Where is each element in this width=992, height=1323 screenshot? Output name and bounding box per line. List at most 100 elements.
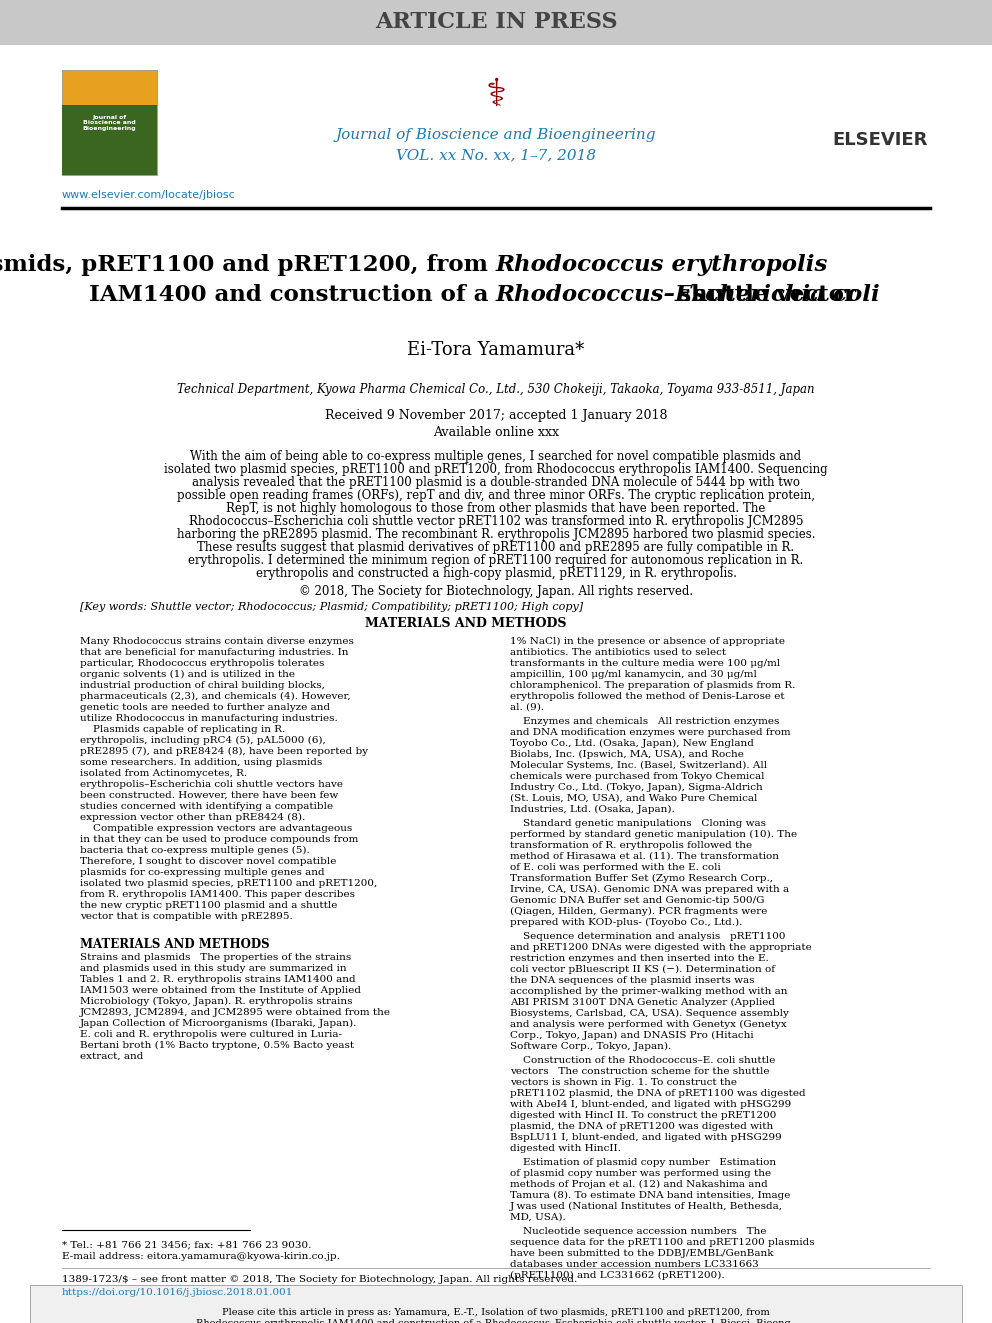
- Text: Sequence determination and analysis   pRET1100: Sequence determination and analysis pRET…: [510, 931, 786, 941]
- Text: shuttle vector: shuttle vector: [670, 284, 856, 306]
- Text: Ei-Tora Yamamura*: Ei-Tora Yamamura*: [408, 341, 584, 359]
- Text: (pRET1100) and LC331662 (pRET1200).: (pRET1100) and LC331662 (pRET1200).: [510, 1271, 724, 1281]
- Text: extract, and: extract, and: [80, 1052, 144, 1061]
- Text: been constructed. However, there have been few: been constructed. However, there have be…: [80, 791, 338, 800]
- Bar: [30, 1285, 962, 1323]
- Text: Bertani broth (1% Bacto tryptone, 0.5% Bacto yeast: Bertani broth (1% Bacto tryptone, 0.5% B…: [80, 1041, 354, 1050]
- Text: ⚕: ⚕: [485, 75, 507, 114]
- Text: and analysis were performed with Genetyx (Genetyx: and analysis were performed with Genetyx…: [510, 1020, 787, 1029]
- FancyBboxPatch shape: [62, 70, 157, 175]
- Text: particular, Rhodococcus erythropolis tolerates: particular, Rhodococcus erythropolis tol…: [80, 659, 324, 668]
- Text: and DNA modification enzymes were purchased from: and DNA modification enzymes were purcha…: [510, 728, 791, 737]
- Text: in that they can be used to produce compounds from: in that they can be used to produce comp…: [80, 835, 358, 844]
- Text: transformation of R. erythropolis followed the: transformation of R. erythropolis follow…: [510, 841, 752, 849]
- Text: Received 9 November 2017; accepted 1 January 2018: Received 9 November 2017; accepted 1 Jan…: [324, 409, 668, 422]
- Text: Industries, Ltd. (Osaka, Japan).: Industries, Ltd. (Osaka, Japan).: [510, 804, 675, 814]
- Text: [Key words: Shuttle vector; Rhodococcus; Plasmid; Compatibility; pRET1100; High : [Key words: Shuttle vector; Rhodococcus;…: [80, 602, 583, 613]
- Text: databases under accession numbers LC331663: databases under accession numbers LC3316…: [510, 1259, 759, 1269]
- Text: restriction enzymes and then inserted into the E.: restriction enzymes and then inserted in…: [510, 954, 769, 963]
- Text: Transformation Buffer Set (Zymo Research Corp.,: Transformation Buffer Set (Zymo Research…: [510, 875, 773, 884]
- Text: Compatible expression vectors are advantageous: Compatible expression vectors are advant…: [80, 824, 352, 833]
- Text: Irvine, CA, USA). Genomic DNA was prepared with a: Irvine, CA, USA). Genomic DNA was prepar…: [510, 885, 789, 894]
- Text: vectors is shown in Fig. 1. To construct the: vectors is shown in Fig. 1. To construct…: [510, 1078, 737, 1088]
- Text: IAM1400 and construction of a: IAM1400 and construction of a: [88, 284, 496, 306]
- Text: pRE2895 (7), and pRE8424 (8), have been reported by: pRE2895 (7), and pRE8424 (8), have been …: [80, 747, 368, 757]
- Text: * Tel.: +81 766 21 3456; fax: +81 766 23 9030.: * Tel.: +81 766 21 3456; fax: +81 766 23…: [62, 1240, 311, 1249]
- Text: 1389-1723/$ – see front matter © 2018, The Society for Biotechnology, Japan. All: 1389-1723/$ – see front matter © 2018, T…: [62, 1275, 577, 1285]
- Text: Japan Collection of Microorganisms (Ibaraki, Japan).: Japan Collection of Microorganisms (Ibar…: [80, 1019, 357, 1028]
- Text: of plasmid copy number was performed using the: of plasmid copy number was performed usi…: [510, 1170, 771, 1177]
- Text: methods of Projan et al. (12) and Nakashima and: methods of Projan et al. (12) and Nakash…: [510, 1180, 768, 1189]
- Text: erythropolis and constructed a high-copy plasmid, pRET1129, in R. erythropolis.: erythropolis and constructed a high-copy…: [256, 568, 736, 579]
- Text: that are beneficial for manufacturing industries. In: that are beneficial for manufacturing in…: [80, 648, 348, 658]
- Text: MATERIALS AND METHODS: MATERIALS AND METHODS: [80, 938, 270, 951]
- Text: Rhodococcus erythropolis IAM1400 and construction of a Rhodococcus–Escherichia c: Rhodococcus erythropolis IAM1400 and con…: [195, 1319, 797, 1323]
- Text: Journal of
Bioscience and
Bioengineering: Journal of Bioscience and Bioengineering: [82, 115, 136, 131]
- Text: 1% NaCl) in the presence or absence of appropriate: 1% NaCl) in the presence or absence of a…: [510, 636, 785, 646]
- Text: transformants in the culture media were 100 μg/ml: transformants in the culture media were …: [510, 659, 781, 668]
- Text: Isolation of two plasmids, pRET1100 and pRET1200, from: Isolation of two plasmids, pRET1100 and …: [0, 254, 496, 277]
- Text: IAM1503 were obtained from the Institute of Applied: IAM1503 were obtained from the Institute…: [80, 986, 361, 995]
- Text: utilize Rhodococcus in manufacturing industries.: utilize Rhodococcus in manufacturing ind…: [80, 714, 337, 722]
- Text: Rhodococcus erythropolis: Rhodococcus erythropolis: [496, 254, 828, 277]
- Text: of E. coli was performed with the E. coli: of E. coli was performed with the E. col…: [510, 863, 721, 872]
- Text: Strains and plasmids   The properties of the strains: Strains and plasmids The properties of t…: [80, 953, 351, 962]
- Text: the DNA sequences of the plasmid inserts was: the DNA sequences of the plasmid inserts…: [510, 976, 755, 986]
- Text: JCM2893, JCM2894, and JCM2895 were obtained from the: JCM2893, JCM2894, and JCM2895 were obtai…: [80, 1008, 391, 1017]
- Text: vectors   The construction scheme for the shuttle: vectors The construction scheme for the …: [510, 1068, 770, 1076]
- Text: erythropolis–Escherichia coli shuttle vectors have: erythropolis–Escherichia coli shuttle ve…: [80, 781, 343, 789]
- Text: Nucleotide sequence accession numbers   The: Nucleotide sequence accession numbers Th…: [510, 1226, 767, 1236]
- Text: from R. erythropolis IAM1400. This paper describes: from R. erythropolis IAM1400. This paper…: [80, 890, 355, 900]
- Text: (Qiagen, Hilden, Germany). PCR fragments were: (Qiagen, Hilden, Germany). PCR fragments…: [510, 908, 768, 916]
- Text: have been submitted to the DDBJ/EMBL/GenBank: have been submitted to the DDBJ/EMBL/Gen…: [510, 1249, 774, 1258]
- Text: studies concerned with identifying a compatible: studies concerned with identifying a com…: [80, 802, 333, 811]
- Text: erythropolis. I determined the minimum region of pRET1100 required for autonomou: erythropolis. I determined the minimum r…: [188, 554, 804, 568]
- Text: Available online xxx: Available online xxx: [433, 426, 559, 438]
- Text: VOL. xx No. xx, 1–7, 2018: VOL. xx No. xx, 1–7, 2018: [396, 148, 596, 161]
- Text: Software Corp., Tokyo, Japan).: Software Corp., Tokyo, Japan).: [510, 1043, 672, 1052]
- Text: Biolabs, Inc. (Ipswich, MA, USA), and Roche: Biolabs, Inc. (Ipswich, MA, USA), and Ro…: [510, 750, 744, 759]
- Text: Plasmids capable of replicating in R.: Plasmids capable of replicating in R.: [80, 725, 286, 734]
- Text: isolated two plasmid species, pRET1100 and pRET1200, from Rhodococcus erythropol: isolated two plasmid species, pRET1100 a…: [165, 463, 827, 476]
- Bar: [0, 0, 992, 45]
- Text: and plasmids used in this study are summarized in: and plasmids used in this study are summ…: [80, 964, 346, 972]
- Text: Many Rhodococcus strains contain diverse enzymes: Many Rhodococcus strains contain diverse…: [80, 636, 354, 646]
- Text: isolated two plasmid species, pRET1100 and pRET1200,: isolated two plasmid species, pRET1100 a…: [80, 878, 377, 888]
- Text: digested with HincII.: digested with HincII.: [510, 1144, 621, 1154]
- Text: accomplished by the primer-walking method with an: accomplished by the primer-walking metho…: [510, 987, 788, 996]
- Text: E. coli and R. erythropolis were cultured in Luria-: E. coli and R. erythropolis were culture…: [80, 1031, 342, 1039]
- Text: pRET1102 plasmid, the DNA of pRET1100 was digested: pRET1102 plasmid, the DNA of pRET1100 wa…: [510, 1089, 806, 1098]
- Text: performed by standard genetic manipulation (10). The: performed by standard genetic manipulati…: [510, 830, 798, 839]
- Text: Molecular Systems, Inc. (Basel, Switzerland). All: Molecular Systems, Inc. (Basel, Switzerl…: [510, 761, 767, 770]
- Text: Rhodococcus–Escherichia coli shuttle vector pRET1102 was transformed into R. ery: Rhodococcus–Escherichia coli shuttle vec…: [188, 515, 804, 528]
- Text: possible open reading frames (ORFs), repT and div, and three minor ORFs. The cry: possible open reading frames (ORFs), rep…: [177, 490, 815, 501]
- Text: antibiotics. The antibiotics used to select: antibiotics. The antibiotics used to sel…: [510, 648, 726, 658]
- Text: With the aim of being able to co-express multiple genes, I searched for novel co: With the aim of being able to co-express…: [190, 450, 802, 463]
- Text: plasmid, the DNA of pRET1200 was digested with: plasmid, the DNA of pRET1200 was digeste…: [510, 1122, 773, 1131]
- Text: Industry Co., Ltd. (Tokyo, Japan), Sigma-Aldrich: Industry Co., Ltd. (Tokyo, Japan), Sigma…: [510, 783, 763, 792]
- Text: Construction of the Rhodococcus–E. coli shuttle: Construction of the Rhodococcus–E. coli …: [510, 1056, 776, 1065]
- Text: These results suggest that plasmid derivatives of pRET1100 and pRE2895 are fully: These results suggest that plasmid deriv…: [197, 541, 795, 554]
- Text: coli vector pBluescript II KS (−). Determination of: coli vector pBluescript II KS (−). Deter…: [510, 964, 775, 974]
- Text: Toyobo Co., Ltd. (Osaka, Japan), New England: Toyobo Co., Ltd. (Osaka, Japan), New Eng…: [510, 740, 754, 747]
- Text: pharmaceuticals (2,3), and chemicals (4). However,: pharmaceuticals (2,3), and chemicals (4)…: [80, 692, 350, 701]
- Text: Technical Department, Kyowa Pharma Chemical Co., Ltd., 530 Chokeiji, Takaoka, To: Technical Department, Kyowa Pharma Chemi…: [178, 384, 814, 397]
- Text: digested with HincI II. To construct the pRET1200: digested with HincI II. To construct the…: [510, 1111, 777, 1121]
- Text: ARTICLE IN PRESS: ARTICLE IN PRESS: [375, 11, 617, 33]
- Text: sequence data for the pRET1100 and pRET1200 plasmids: sequence data for the pRET1100 and pRET1…: [510, 1238, 814, 1248]
- Text: www.elsevier.com/locate/jbiosc: www.elsevier.com/locate/jbiosc: [62, 191, 236, 200]
- Text: al. (9).: al. (9).: [510, 703, 545, 712]
- Text: Microbiology (Tokyo, Japan). R. erythropolis strains: Microbiology (Tokyo, Japan). R. erythrop…: [80, 998, 352, 1005]
- Text: Therefore, I sought to discover novel compatible: Therefore, I sought to discover novel co…: [80, 857, 336, 867]
- Text: Estimation of plasmid copy number   Estimation: Estimation of plasmid copy number Estima…: [510, 1158, 776, 1167]
- Text: Tables 1 and 2. R. erythropolis strains IAM1400 and: Tables 1 and 2. R. erythropolis strains …: [80, 975, 355, 984]
- Text: harboring the pRE2895 plasmid. The recombinant R. erythropolis JCM2895 harbored : harboring the pRE2895 plasmid. The recom…: [177, 528, 815, 541]
- Text: prepared with KOD-plus- (Toyobo Co., Ltd.).: prepared with KOD-plus- (Toyobo Co., Ltd…: [510, 918, 742, 927]
- Text: plasmids for co-expressing multiple genes and: plasmids for co-expressing multiple gene…: [80, 868, 324, 877]
- Text: Journal of Bioscience and Bioengineering: Journal of Bioscience and Bioengineering: [335, 128, 657, 142]
- Text: https://doi.org/10.1016/j.jbiosc.2018.01.001: https://doi.org/10.1016/j.jbiosc.2018.01…: [62, 1289, 294, 1297]
- Text: ampicillin, 100 μg/ml kanamycin, and 30 μg/ml: ampicillin, 100 μg/ml kanamycin, and 30 …: [510, 669, 757, 679]
- Text: isolated from Actinomycetes, R.: isolated from Actinomycetes, R.: [80, 769, 247, 778]
- Text: erythropolis, including pRC4 (5), pAL5000 (6),: erythropolis, including pRC4 (5), pAL500…: [80, 736, 325, 745]
- Text: (St. Louis, MO, USA), and Wako Pure Chemical: (St. Louis, MO, USA), and Wako Pure Chem…: [510, 794, 757, 803]
